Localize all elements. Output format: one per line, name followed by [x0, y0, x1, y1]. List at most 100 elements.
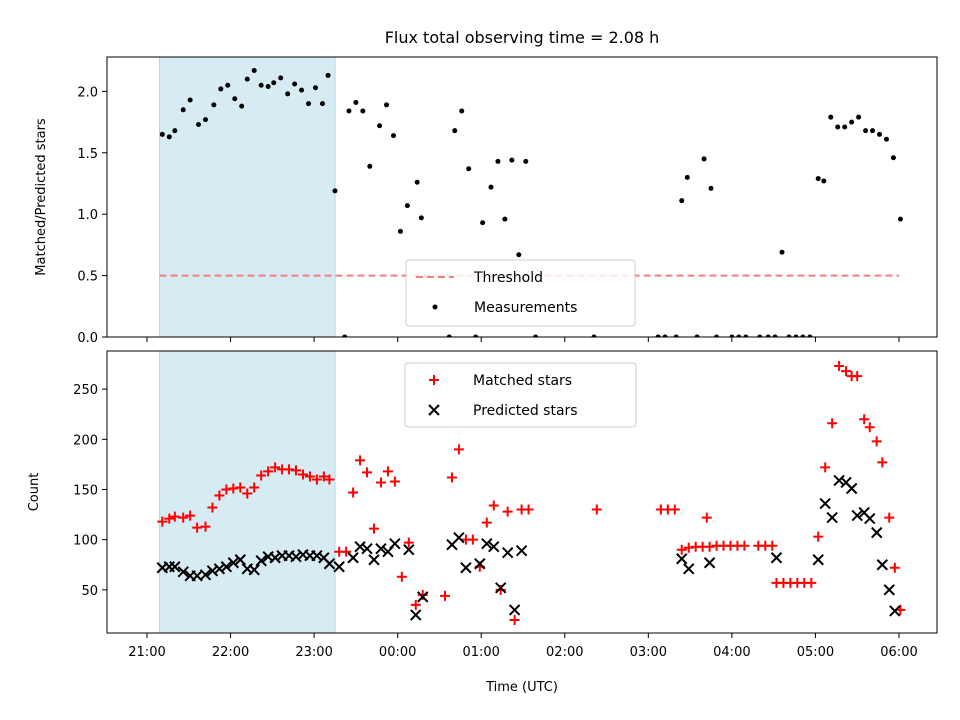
matched-star-point — [884, 512, 895, 523]
matched-star-point — [263, 466, 274, 477]
measurement-point — [729, 334, 735, 337]
measurement-point — [166, 134, 172, 140]
ratio-y-axis-label: Matched/Predicted stars — [34, 118, 49, 276]
y-tick-label: 0.5 — [77, 270, 98, 285]
x-tick-label: 22:00 — [212, 645, 249, 660]
measurement-point — [842, 124, 848, 130]
measurement-point — [883, 136, 889, 142]
data-marks — [156, 361, 906, 625]
measurement-point — [299, 87, 305, 93]
measurement-point — [815, 176, 821, 182]
y-tick-label: 2.0 — [77, 85, 98, 100]
measurement-point — [828, 114, 834, 120]
measurement-point — [225, 82, 231, 88]
legend-label: Threshold — [473, 270, 543, 286]
matched-star-point — [440, 590, 451, 601]
measurement-point — [757, 334, 763, 337]
predicted-star-point — [871, 526, 883, 539]
measurement-point — [509, 157, 515, 163]
matched-star-point — [495, 584, 506, 595]
matched-star-point — [502, 506, 513, 517]
count-panel: 21:00 22:00 23:00 00:00 01:00 02:00 03:00 04:00… — [73, 350, 938, 660]
measurement-point — [418, 215, 424, 221]
predicted-star-point — [495, 582, 507, 594]
predicted-star-point — [368, 554, 380, 566]
matched-star-point — [806, 577, 817, 588]
matched-star-point — [157, 516, 168, 527]
measurement-point — [679, 198, 685, 204]
x-tick-label: 05:00 — [797, 645, 834, 660]
measurement-point — [736, 334, 742, 337]
measurement-point — [779, 249, 785, 255]
predicted-star-point — [213, 563, 226, 575]
measurement-point — [714, 334, 720, 337]
matched-star-point — [375, 477, 386, 488]
measurement-point — [244, 76, 250, 82]
predicted-star-point — [845, 482, 858, 495]
legend-label: Matched stars — [473, 373, 572, 389]
measurement-point — [397, 228, 403, 234]
measurement-point — [786, 334, 792, 337]
measurement-point — [662, 334, 668, 337]
measurement-point — [765, 334, 771, 337]
measurement-point — [239, 103, 245, 109]
predicted-star-point — [227, 557, 240, 569]
measurement-point — [258, 82, 264, 88]
predicted-star-point — [864, 512, 876, 525]
y-tick-label: 250 — [73, 383, 98, 398]
measurement-point — [793, 334, 799, 337]
measurement-point — [655, 334, 661, 337]
predicted-star-point — [375, 542, 387, 555]
predicted-star-point — [876, 559, 888, 571]
measurement-point — [502, 216, 508, 222]
measurement-point — [285, 91, 291, 97]
predicted-star-point — [508, 604, 521, 616]
predicted-star-point — [851, 509, 863, 522]
measurement-point — [473, 334, 479, 337]
matched-star-point — [467, 534, 478, 545]
matched-star-point — [403, 537, 414, 548]
measurement-point — [856, 114, 862, 120]
predicted-star-point — [770, 552, 783, 564]
observing-interval-shade — [159, 56, 336, 338]
matched-star-point — [859, 414, 870, 425]
matched-star-point — [291, 465, 302, 476]
measurement-point — [495, 158, 501, 164]
count-y-axis-label: Count — [27, 473, 42, 512]
matched-star-point — [355, 455, 366, 466]
matched-star-point — [192, 522, 203, 533]
matched-star-point — [889, 562, 900, 573]
measurement-point — [523, 158, 529, 164]
y-tick-label: 200 — [73, 433, 98, 448]
measurement-point — [863, 128, 869, 134]
predicted-star-point — [333, 561, 345, 573]
matched-star-point — [169, 511, 180, 522]
measurement-point — [292, 81, 298, 87]
predicted-star-point — [501, 547, 514, 559]
x-tick-label: 02:00 — [546, 645, 583, 660]
predicted-star-point — [169, 561, 181, 573]
matched-star-point — [318, 471, 329, 482]
matched-star-point — [164, 513, 175, 524]
measurement-point — [172, 128, 178, 134]
predicted-star-point — [199, 569, 212, 581]
x-tick-label: 03:00 — [630, 645, 667, 660]
matched-star-point — [324, 474, 335, 485]
x-tick-label: 01:00 — [462, 645, 499, 660]
predicted-star-point — [676, 553, 688, 565]
matched-star-point — [368, 523, 379, 534]
measurement-point — [533, 334, 539, 337]
measurement-point — [265, 83, 271, 89]
matched-star-point — [591, 504, 602, 515]
y-tick-label: 50 — [81, 584, 98, 599]
legend-box — [404, 362, 637, 428]
predicted-star-point — [248, 564, 260, 576]
measurement-point — [306, 101, 312, 107]
matched-star-point — [767, 540, 778, 551]
matched-star-point — [382, 466, 393, 477]
predicted-star-point — [481, 537, 493, 550]
predicted-star-point — [290, 551, 302, 563]
matched-star-point — [389, 476, 400, 487]
matched-star-point — [453, 444, 464, 455]
